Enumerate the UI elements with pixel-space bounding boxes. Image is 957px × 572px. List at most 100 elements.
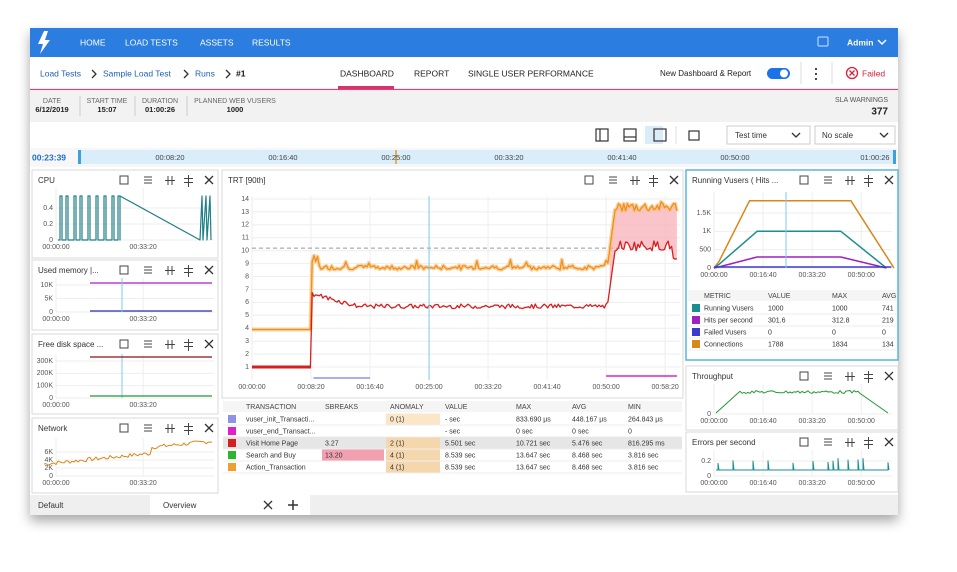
logo [38,31,50,54]
nav-item[interactable]: RESULTS [252,37,291,47]
sla-value: 377 [871,107,888,118]
trt-series [252,201,678,331]
tab[interactable]: REPORT [414,68,449,78]
table-cell: 219 [882,317,894,324]
y-tick-label: 8 [245,273,249,280]
scale-dropdown[interactable] [814,125,896,145]
breadcrumb-item[interactable]: Runs [195,68,215,78]
y-tick-label: 12 [241,222,249,229]
summary-value: 15:07 [97,105,116,114]
series-swatch [228,427,236,435]
table-cell: Hits per second [704,317,753,324]
y-tick-label: 6K [44,449,53,456]
x-tick-label: 00:50:00 [848,480,875,487]
panel-icon[interactable] [799,371,809,381]
kebab-dot [814,72,818,76]
panel-close [204,265,214,275]
table-header-cell: MIN [628,404,641,411]
y-tick-label: 3 [245,338,249,345]
panel [685,169,899,361]
panel-icon[interactable] [119,339,129,349]
toggle-knob [780,69,788,78]
y-tick-label: 0 [707,265,711,272]
table-cell: 5.476 sec [572,440,603,447]
x-tick-label: 00:00:00 [700,480,727,487]
table-cell: 1000 [768,305,784,312]
bottom-tab[interactable]: Overview [163,501,197,510]
y-tick-label: 7 [245,286,249,293]
user-menu[interactable]: Admin [847,37,873,47]
vusers-series [713,200,895,269]
timeline-bar[interactable] [78,150,896,164]
anomaly-cell [386,437,440,449]
x-tick-label: 00:33:20 [130,480,157,487]
tab[interactable]: SINGLE USER PERFORMANCE [468,68,594,78]
y-tick-label: 5 [245,312,249,319]
breadcrumb-chevron [183,69,189,79]
panel-icon [845,176,855,185]
x-tick-label: 00:33:20 [130,316,157,323]
time-mode: Test time [735,131,768,140]
table-header-cell: AVG [572,404,586,411]
table-cell: 301.6 [768,317,786,324]
panel-close [204,175,214,185]
table-cell: 4 (1) [390,452,404,459]
toggle-label: New Dashboard & Report [660,69,752,78]
panel-icon[interactable] [119,423,129,433]
panel-icon [864,371,873,383]
table-cell: vuser_end_Transact... [246,428,315,435]
table-cell: Failed Vusers [704,329,747,336]
table-cell: 8.539 sec [445,464,476,471]
timeline-tick: 00:50:00 [720,153,749,162]
cpu-series [58,195,212,241]
dropdown-chevron [791,132,801,138]
table-cell: 1834 [832,341,848,348]
vusers-series [713,230,887,269]
panel-icon[interactable] [119,265,129,275]
panel-icon[interactable] [799,437,809,447]
x-tick-label: 00:25:00 [415,384,442,391]
table-header-cell: AVG [882,293,896,300]
breadcrumb-item[interactable]: Load Tests [40,68,81,78]
panel-icon [144,340,152,348]
panel-icon [184,175,193,187]
panel-close [884,371,894,381]
y-tick-label: 0 [707,473,711,480]
y-tick-label: 13 [241,209,249,216]
x-tick-label: 00:00:00 [700,418,727,425]
nav-item[interactable]: HOME [80,37,106,47]
table-cell: 741 [882,305,894,312]
breadcrumb-chevron [225,69,231,79]
nav-item[interactable]: ASSETS [200,37,234,47]
tab[interactable]: DASHBOARD [340,68,394,78]
y-tick-label: 0 [707,411,711,418]
header-row [30,57,898,90]
layout-icon [653,128,667,142]
export-icon [688,130,700,141]
x-tick-label: 00:41:40 [533,384,560,391]
panel [685,365,899,431]
table-cell: 0 [882,329,886,336]
status: Failed [862,68,885,78]
breadcrumb-item: #1 [236,68,246,78]
panel-icon[interactable] [584,175,594,185]
nav-item[interactable]: LOAD TESTS [125,37,178,47]
panel-icon [824,438,832,446]
bottom-tab[interactable]: Default [38,501,64,510]
summary-label: DURATION [142,98,178,105]
panel-icon[interactable] [119,175,129,185]
time-mode-dropdown[interactable] [726,125,811,145]
x-tick-label: 00:00:00 [42,402,69,409]
y-tick-label: 1K [702,228,711,235]
timeline-tick: 00:25:00 [381,153,410,162]
summary-label: DATE [43,98,61,105]
panel-icon[interactable] [799,175,809,185]
panel-icon [649,175,658,187]
breadcrumb-item[interactable]: Sample Load Test [103,68,172,78]
table-cell: - sec [445,416,461,423]
panel-title: Used memory |... [38,266,99,275]
x-tick-label: 00:16:40 [749,272,776,279]
panel-close [204,339,214,349]
panel-icon [165,176,175,185]
